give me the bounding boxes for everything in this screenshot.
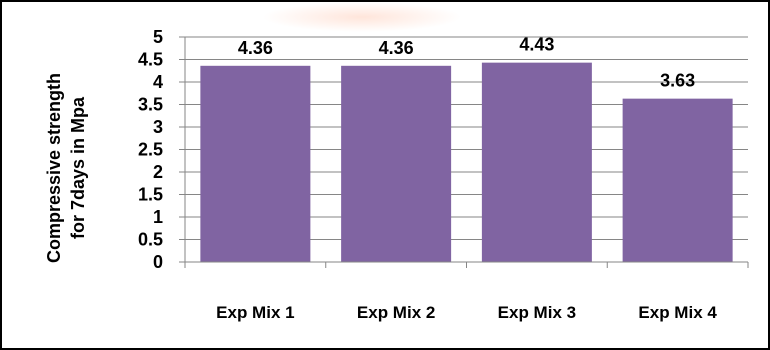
bars: [200, 62, 733, 263]
data-label: 3.63: [660, 71, 695, 91]
y-tick-label: 2.5: [138, 140, 163, 160]
data-labels: 4.36 4.36 4.43 3.63: [238, 35, 695, 91]
bar: [341, 65, 452, 262]
data-label: 4.36: [238, 38, 273, 58]
y-tick-label: 1: [153, 207, 163, 227]
x-tick-label: Exp Mix 4: [638, 303, 717, 322]
bar: [200, 65, 311, 262]
x-tick-label: Exp Mix 3: [498, 303, 576, 322]
data-label: 4.43: [519, 35, 554, 55]
y-axis-title-line-1: Compressive strength: [44, 73, 64, 263]
y-tick-label: 3.5: [138, 95, 163, 115]
y-tick-label: 4: [153, 72, 163, 92]
x-tick-label: Exp Mix 2: [357, 303, 435, 322]
data-label: 4.36: [379, 38, 414, 58]
y-axis-title-line-2: for 7days in Mpa: [68, 96, 88, 239]
y-tick-labels: 00.5 11.5 22.5 33.5 44.5 5: [138, 27, 163, 272]
x-tick-label: Exp Mix 1: [216, 303, 294, 322]
y-tick-label: 1.5: [138, 185, 163, 205]
y-tick-label: 3: [153, 117, 163, 137]
x-tick-labels: Exp Mix 1 Exp Mix 2 Exp Mix 3 Exp Mix 4: [216, 303, 717, 322]
y-tick-label: 4.5: [138, 50, 163, 70]
bar: [481, 62, 592, 263]
y-tick-label: 0.5: [138, 230, 163, 250]
y-axis-title: Compressive strength for 7days in Mpa: [44, 73, 88, 263]
y-tick-label: 0: [153, 252, 163, 272]
watermark-glow: [262, 2, 462, 32]
bar: [622, 98, 733, 263]
y-tick-label: 5: [153, 27, 163, 47]
y-tick-label: 2: [153, 162, 163, 182]
axes: [179, 36, 749, 268]
